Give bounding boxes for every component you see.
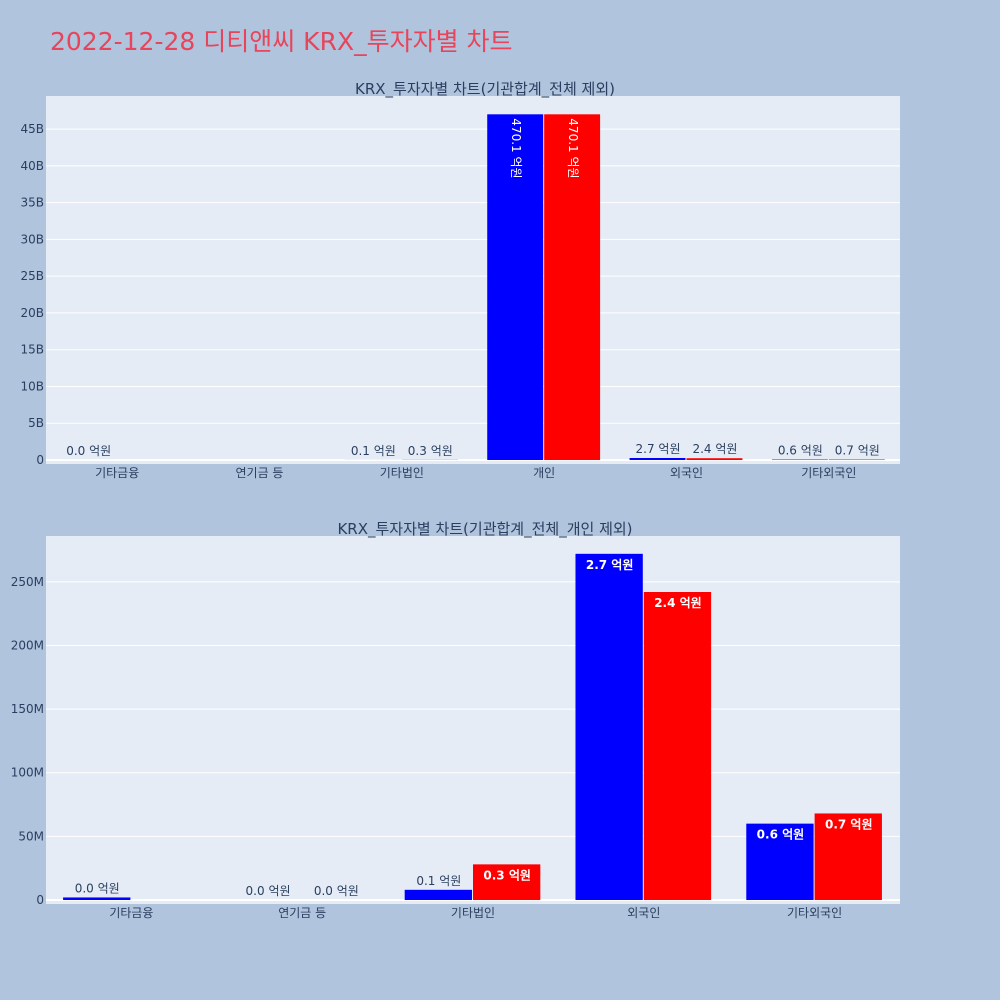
plot-area (46, 96, 900, 464)
data-label: 0.0 억원 (75, 881, 120, 895)
bar (828, 459, 885, 460)
y-tick-label: 30B (20, 232, 44, 246)
y-tick-label: 40B (20, 159, 44, 173)
data-label: 2.4 억원 (654, 596, 702, 610)
bar (473, 864, 541, 900)
data-label: 0.6 억원 (778, 444, 823, 458)
data-label: 0.7 억원 (825, 817, 873, 831)
x-tick-label: 연기금 등 (236, 466, 284, 480)
data-label: 0.3 억원 (483, 868, 531, 882)
bar (575, 553, 643, 900)
y-tick-label: 45B (20, 122, 44, 136)
data-label: 2.7 억원 (636, 442, 681, 456)
data-label: 2.4 억원 (692, 442, 737, 456)
data-label: 470.1 억원 (566, 118, 580, 178)
y-tick-label: 200M (11, 638, 44, 652)
y-tick-label: 35B (20, 196, 44, 210)
x-tick-label: 기타금융 (95, 466, 139, 480)
chart-1: 0 5B 10B 15B 20B 25B 30B 35B 40B 45B KRX_투자자별 차트(기… (20, 80, 900, 480)
chart-2: 0 50M 100M 150M 200M 250M KRX_투자자별 차트(기관합계_전체_… (11, 520, 900, 920)
data-label: 470.1 억원 (509, 118, 523, 178)
x-tick-label: 기타금융 (109, 906, 153, 920)
bar (643, 592, 712, 900)
bar (404, 889, 472, 900)
y-tick-label: 5B (28, 416, 44, 430)
y-tick-label: 20B (20, 306, 44, 320)
data-label: 0.0 억원 (246, 884, 291, 898)
y-tick-label: 100M (11, 766, 44, 780)
x-tick-label: 연기금 등 (278, 906, 326, 920)
data-label: 0.7 억원 (835, 443, 880, 457)
bar (63, 897, 131, 900)
data-label: 0.0 억원 (66, 444, 111, 458)
x-tick-label: 기타외국인 (801, 466, 856, 480)
y-tick-label: 10B (20, 379, 44, 393)
x-tick-label: 외국인 (670, 466, 703, 480)
y-tick-label: 0 (36, 893, 44, 907)
data-label: 0.3 억원 (408, 444, 453, 458)
chart-title: KRX_투자자별 차트(기관합계_전체_개인 제외) (337, 520, 632, 539)
bar (629, 457, 686, 460)
y-tick-label: 250M (11, 575, 44, 589)
x-tick-label: 기타법인 (380, 466, 424, 480)
data-label: 0.1 억원 (416, 874, 461, 888)
page-title: 2022-12-28 디티앤씨 KRX_투자자별 차트 (50, 27, 513, 56)
y-tick-label: 15B (20, 343, 44, 357)
x-tick-label: 외국인 (627, 906, 660, 920)
bar (544, 114, 601, 460)
y-tick-label: 50M (18, 829, 44, 843)
data-label: 0.6 억원 (757, 828, 805, 842)
y-tick-label: 25B (20, 269, 44, 283)
x-tick-label: 기타외국인 (787, 906, 842, 920)
x-tick-label: 개인 (533, 466, 555, 480)
y-tick-label: 150M (11, 702, 44, 716)
bar (814, 813, 882, 900)
y-tick-label: 0 (36, 453, 44, 467)
data-label: 0.0 억원 (314, 884, 359, 898)
x-tick-label: 기타법인 (451, 906, 495, 920)
bar (686, 458, 743, 460)
data-label: 2.7 억원 (586, 558, 634, 572)
bar (487, 114, 544, 460)
chart-title: KRX_투자자별 차트(기관합계_전체 제외) (355, 80, 615, 99)
bar (746, 823, 814, 900)
data-label: 0.1 억원 (351, 444, 396, 458)
